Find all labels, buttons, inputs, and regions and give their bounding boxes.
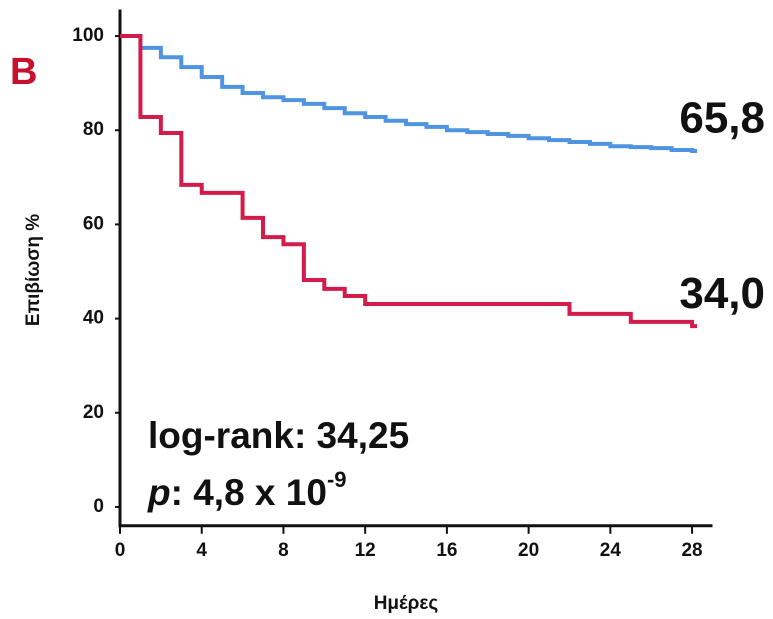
x-tick-label: 24 [600,540,622,561]
y-axis-label: Επιβίωση % [23,214,44,326]
x-tick-label: 16 [436,540,457,561]
statistic-annotation: log-rank: 34,25 [148,415,409,456]
survival-curve [120,34,698,329]
p-symbol: p [147,472,171,513]
y-tick-label: 0 [93,496,104,517]
x-tick-label: 28 [681,540,702,561]
x-tick-label: 4 [196,540,207,561]
y-tick-label: 60 [83,213,104,234]
y-tick-label: 20 [83,402,104,423]
x-tick-label: 8 [278,540,289,561]
x-axis-label: Ημέρες [374,593,439,614]
y-tick-label: 40 [83,308,104,329]
y-tick-label: 100 [72,25,104,46]
x-tick-label: 0 [115,540,126,561]
p-exponent: -9 [327,467,347,492]
p-value-annotation: p: 4,8 x 10-9 [147,467,347,513]
end-label: 34,0 [679,269,765,318]
end-label: 65,8 [679,94,765,143]
survival-curve [120,34,698,153]
p-text: : 4,8 x 10 [171,472,327,513]
x-tick-label: 12 [355,540,376,561]
x-tick-label: 20 [518,540,539,561]
y-tick-label: 80 [83,119,104,140]
panel-label: B [10,51,37,93]
